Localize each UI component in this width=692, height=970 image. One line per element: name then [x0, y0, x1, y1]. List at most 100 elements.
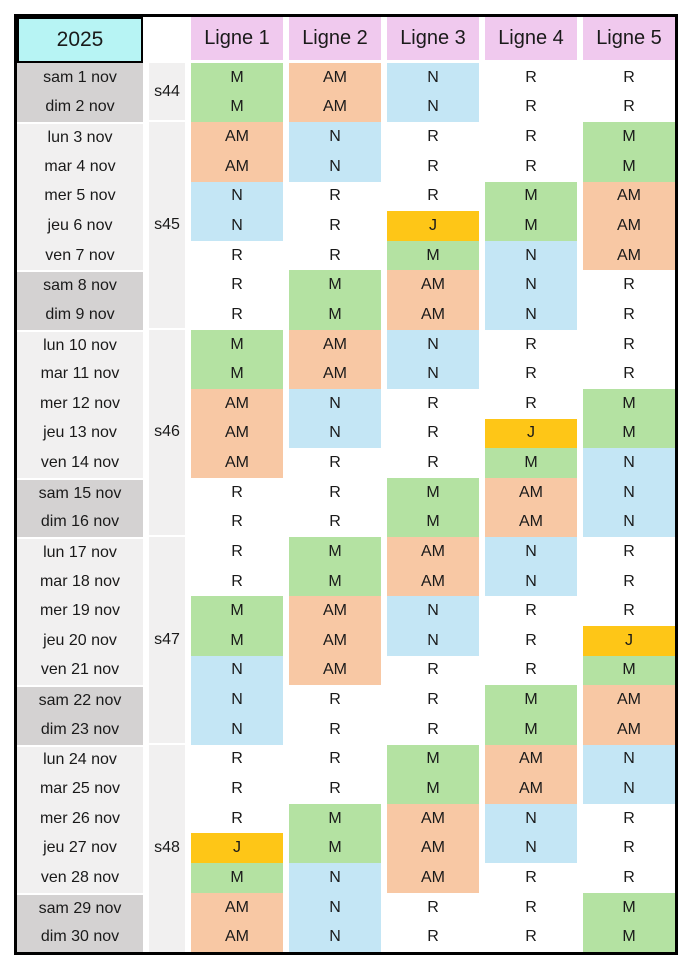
shift-cell[interactable]: R: [289, 477, 381, 508]
shift-cell[interactable]: AM: [583, 181, 675, 212]
shift-cell[interactable]: R: [485, 863, 577, 893]
shift-cell[interactable]: M: [289, 566, 381, 597]
date-cell[interactable]: mer 12 nov: [17, 388, 143, 419]
shift-cell[interactable]: R: [387, 181, 479, 212]
shift-cell[interactable]: R: [485, 626, 577, 656]
shift-cell[interactable]: R: [289, 507, 381, 538]
shift-cell[interactable]: M: [387, 240, 479, 271]
date-cell[interactable]: lun 24 nov: [17, 744, 143, 775]
shift-cell[interactable]: M: [583, 122, 675, 152]
shift-cell[interactable]: N: [485, 270, 577, 301]
shift-cell[interactable]: N: [191, 211, 283, 241]
shift-cell[interactable]: M: [583, 418, 675, 449]
shift-cell[interactable]: N: [387, 596, 479, 627]
shift-cell[interactable]: M: [583, 922, 675, 952]
date-cell[interactable]: sam 15 nov: [17, 477, 143, 508]
shift-cell[interactable]: M: [191, 596, 283, 627]
shift-cell[interactable]: AM: [191, 388, 283, 419]
date-cell[interactable]: ven 14 nov: [17, 448, 143, 478]
shift-cell[interactable]: AM: [191, 922, 283, 952]
shift-cell[interactable]: AM: [583, 211, 675, 241]
date-cell[interactable]: mer 5 nov: [17, 181, 143, 212]
shift-cell[interactable]: M: [583, 655, 675, 686]
date-cell[interactable]: jeu 13 nov: [17, 418, 143, 449]
week-number-cell[interactable]: s44: [149, 63, 185, 123]
shift-cell[interactable]: R: [191, 300, 283, 330]
shift-cell[interactable]: R: [485, 151, 577, 182]
shift-cell[interactable]: R: [485, 63, 577, 93]
shift-cell[interactable]: N: [387, 329, 479, 360]
column-header-ligne-1[interactable]: Ligne 1: [191, 17, 283, 60]
shift-cell[interactable]: R: [387, 685, 479, 715]
shift-cell[interactable]: R: [191, 803, 283, 834]
shift-cell[interactable]: R: [387, 714, 479, 745]
shift-cell[interactable]: N: [485, 833, 577, 864]
shift-cell[interactable]: M: [289, 300, 381, 330]
shift-cell[interactable]: R: [485, 388, 577, 419]
shift-cell[interactable]: AM: [583, 240, 675, 271]
shift-cell[interactable]: R: [583, 596, 675, 627]
shift-cell[interactable]: M: [583, 892, 675, 923]
shift-cell[interactable]: R: [191, 507, 283, 538]
shift-cell[interactable]: R: [387, 388, 479, 419]
shift-cell[interactable]: N: [387, 359, 479, 389]
shift-cell[interactable]: M: [289, 537, 381, 567]
shift-cell[interactable]: R: [485, 359, 577, 389]
shift-cell[interactable]: AM: [289, 359, 381, 389]
shift-cell[interactable]: M: [191, 92, 283, 123]
shift-cell[interactable]: N: [289, 418, 381, 449]
shift-cell[interactable]: M: [485, 181, 577, 212]
date-cell[interactable]: ven 28 nov: [17, 863, 143, 893]
shift-cell[interactable]: R: [289, 685, 381, 715]
date-cell[interactable]: mer 26 nov: [17, 803, 143, 834]
date-cell[interactable]: sam 1 nov: [17, 63, 143, 93]
shift-cell[interactable]: R: [485, 329, 577, 360]
shift-cell[interactable]: M: [387, 507, 479, 538]
shift-cell[interactable]: R: [583, 833, 675, 864]
date-cell[interactable]: lun 3 nov: [17, 122, 143, 152]
shift-cell[interactable]: AM: [387, 833, 479, 864]
shift-cell[interactable]: N: [485, 240, 577, 271]
shift-cell[interactable]: AM: [289, 329, 381, 360]
shift-cell[interactable]: AM: [485, 477, 577, 508]
shift-cell[interactable]: AM: [485, 507, 577, 538]
shift-cell[interactable]: AM: [289, 655, 381, 686]
shift-cell[interactable]: M: [191, 63, 283, 93]
shift-cell[interactable]: J: [583, 626, 675, 656]
shift-cell[interactable]: R: [583, 803, 675, 834]
shift-cell[interactable]: R: [583, 300, 675, 330]
shift-cell[interactable]: N: [583, 477, 675, 508]
shift-cell[interactable]: R: [583, 92, 675, 123]
shift-cell[interactable]: AM: [387, 300, 479, 330]
shift-cell[interactable]: R: [289, 448, 381, 478]
shift-cell[interactable]: M: [191, 329, 283, 360]
week-number-cell[interactable]: s46: [149, 329, 185, 538]
shift-cell[interactable]: M: [191, 359, 283, 389]
date-cell[interactable]: sam 22 nov: [17, 685, 143, 715]
column-header-ligne-5[interactable]: Ligne 5: [583, 17, 675, 60]
date-cell[interactable]: jeu 20 nov: [17, 626, 143, 656]
shift-cell[interactable]: N: [583, 448, 675, 478]
shift-cell[interactable]: R: [485, 892, 577, 923]
shift-cell[interactable]: AM: [191, 448, 283, 478]
shift-cell[interactable]: R: [191, 566, 283, 597]
shift-cell[interactable]: N: [485, 300, 577, 330]
shift-cell[interactable]: AM: [191, 892, 283, 923]
shift-cell[interactable]: R: [191, 477, 283, 508]
shift-cell[interactable]: N: [387, 626, 479, 656]
shift-cell[interactable]: M: [387, 774, 479, 804]
date-cell[interactable]: lun 10 nov: [17, 329, 143, 360]
shift-cell[interactable]: N: [191, 181, 283, 212]
shift-cell[interactable]: M: [387, 744, 479, 775]
shift-cell[interactable]: AM: [387, 566, 479, 597]
date-cell[interactable]: dim 23 nov: [17, 714, 143, 745]
shift-cell[interactable]: R: [289, 774, 381, 804]
shift-cell[interactable]: AM: [191, 151, 283, 182]
shift-cell[interactable]: AM: [191, 418, 283, 449]
shift-cell[interactable]: AM: [387, 537, 479, 567]
shift-cell[interactable]: R: [387, 655, 479, 686]
shift-cell[interactable]: R: [485, 922, 577, 952]
shift-cell[interactable]: AM: [289, 92, 381, 123]
shift-cell[interactable]: M: [583, 388, 675, 419]
shift-cell[interactable]: R: [191, 537, 283, 567]
